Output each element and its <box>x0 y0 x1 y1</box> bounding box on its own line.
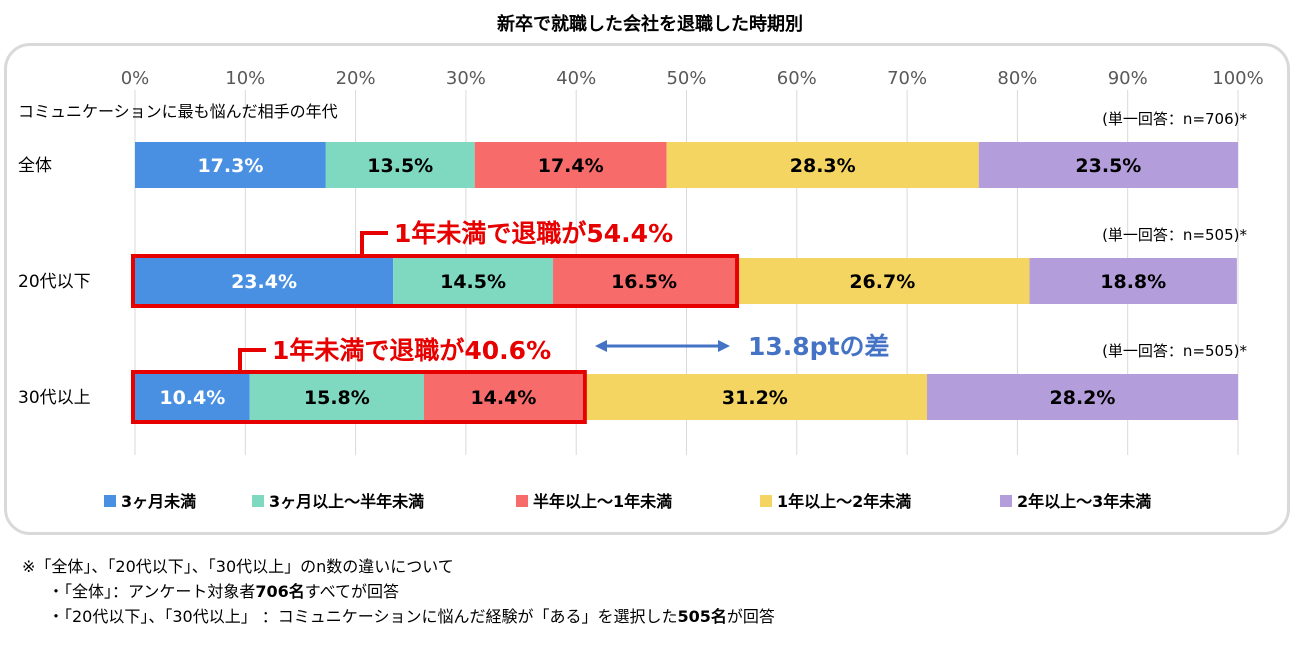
legend-label: 2年以上～3年未満 <box>1017 492 1151 511</box>
data-label: 28.3% <box>790 155 856 177</box>
note-line-3-tail: が回答 <box>726 607 775 626</box>
chart-title: 新卒で就職した会社を退職した時期別 <box>497 14 803 35</box>
bar-segment <box>325 142 475 188</box>
data-label: 15.8% <box>304 387 370 409</box>
legend-label: 半年以上～1年未満 <box>533 492 672 511</box>
x-axis-ticks: 0% 10% 20% 30% 40% 50% 60% 70% 80% 90% 100% <box>121 68 1264 89</box>
data-label: 18.8% <box>1100 271 1166 293</box>
data-label: 17.4% <box>538 155 604 177</box>
difference-arrowhead-left <box>595 340 607 352</box>
bar-segment <box>1029 258 1237 304</box>
note-line-3-text: ・「20代以下」、「30代以上」 ：コミュニケーションに悩んだ経験が「ある」を選… <box>48 607 678 626</box>
legend: 3ヶ月未満 3ヶ月以上～半年未満 半年以上～1年未満 1年以上～2年未満 2年以上～3年… <box>104 492 1151 511</box>
note-line-2-text: ・「全体」：アンケート対象者 <box>48 582 256 601</box>
sample-size-label: (単一回答：n=505)* <box>1102 342 1247 360</box>
bar-segment <box>249 374 424 420</box>
annotation-text: 1年未満で退職が54.4% <box>394 219 673 248</box>
x-tick-label: 30% <box>446 68 486 89</box>
difference-arrowhead-right <box>718 340 730 352</box>
annotation-bracket <box>238 348 266 372</box>
bar-segment <box>474 142 667 188</box>
highlight-box <box>131 254 740 308</box>
data-label: 14.4% <box>470 387 536 409</box>
note-line-2-bold: 706名 <box>255 582 305 601</box>
bar-segment <box>926 374 1238 420</box>
legend-label: 3ヶ月未満 <box>121 492 196 511</box>
data-label: 13.5% <box>367 155 433 177</box>
legend-swatch <box>760 495 772 507</box>
annotations-layer: 1年未満で退職が54.4% 1年未満で退職が40.6% 13.8ptの差 <box>131 219 890 424</box>
bar-segment <box>423 374 583 420</box>
note-line-3-bold: 505名 <box>677 607 727 626</box>
x-tick-label: 50% <box>666 68 706 89</box>
legend-label: 3ヶ月以上～半年未満 <box>269 492 424 511</box>
bar-segment <box>393 258 554 304</box>
bar-segment <box>978 142 1238 188</box>
data-label: 26.7% <box>849 271 915 293</box>
bar-segment <box>735 258 1030 304</box>
bar-segment <box>135 258 394 304</box>
legend-label: 1年以上～2年未満 <box>777 492 911 511</box>
difference-label: 13.8ptの差 <box>748 332 890 361</box>
highlight-box <box>131 370 587 424</box>
legend-swatch <box>1000 495 1012 507</box>
category-label: 20代以下 <box>18 272 91 292</box>
annotation-bracket <box>360 231 388 256</box>
legend-swatch <box>104 495 116 507</box>
data-label: 10.4% <box>159 387 225 409</box>
data-label: 14.5% <box>440 271 506 293</box>
sample-size-label: (単一回答：n=505)* <box>1102 226 1247 244</box>
data-label: 23.5% <box>1075 155 1141 177</box>
x-tick-label: 40% <box>556 68 596 89</box>
chart-subtitle: コミュニケーションに最も悩んだ相手の年代 <box>18 102 338 121</box>
legend-swatch <box>252 495 264 507</box>
annotation-text: 1年未満で退職が40.6% <box>272 336 551 365</box>
x-tick-label: 80% <box>997 68 1037 89</box>
x-tick-label: 60% <box>777 68 817 89</box>
category-label: 30代以上 <box>18 388 91 408</box>
x-tick-label: 100% <box>1212 68 1263 89</box>
x-tick-label: 20% <box>336 68 376 89</box>
bar-segment <box>553 258 736 304</box>
note-line-2-tail: すべてが回答 <box>304 582 400 601</box>
bars-layer: 全体 (単一回答：n=706)* 17.3% 13.5% 17.4% 28.3% 23.5%… <box>18 110 1247 420</box>
x-tick-label: 0% <box>121 68 150 89</box>
note-line-3: ・「20代以下」、「30代以上」 ：コミュニケーションに悩んだ経験が「ある」を選… <box>22 604 775 629</box>
bar-segment <box>582 374 927 420</box>
data-label: 16.5% <box>611 271 677 293</box>
x-tick-label: 90% <box>1108 68 1148 89</box>
data-label: 28.2% <box>1050 387 1116 409</box>
note-line-2: ・「全体」：アンケート対象者706名すべてが回答 <box>22 579 775 604</box>
data-label: 31.2% <box>722 387 788 409</box>
bar-segment <box>135 142 326 188</box>
note-line-1: ※「全体」、「20代以下」、「30代以上」のn数の違いについて <box>22 557 454 576</box>
sample-size-label: (単一回答：n=706)* <box>1102 110 1247 128</box>
footnotes: ※「全体」、「20代以下」、「30代以上」のn数の違いについて ・「全体」：アン… <box>22 554 775 629</box>
data-label: 23.4% <box>231 271 297 293</box>
bar-segment <box>135 374 250 420</box>
bar-segment <box>666 142 979 188</box>
legend-swatch <box>516 495 528 507</box>
data-label: 17.3% <box>197 155 263 177</box>
x-tick-label: 10% <box>225 68 265 89</box>
chart-frame <box>4 43 1290 535</box>
x-tick-label: 70% <box>887 68 927 89</box>
category-label: 全体 <box>18 156 52 176</box>
